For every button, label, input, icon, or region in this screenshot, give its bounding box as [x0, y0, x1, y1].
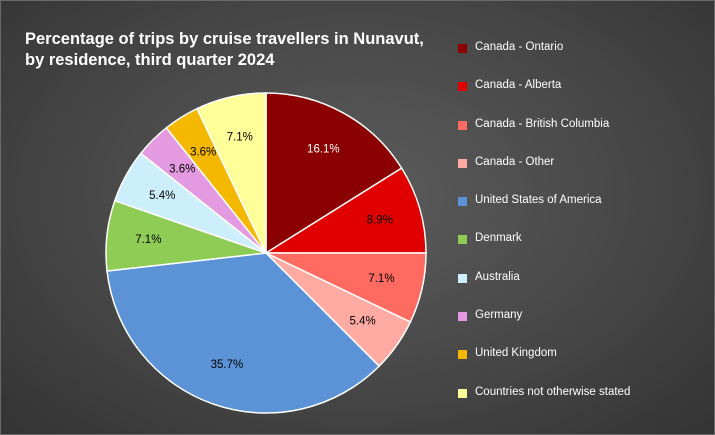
legend-label: Germany: [475, 309, 523, 322]
legend-swatch: [458, 388, 467, 398]
data-label-canada-alberta: 8.9%: [367, 214, 393, 226]
pie-slice-united-states-of-america: [106, 252, 381, 414]
legend-label: Australia: [475, 270, 520, 283]
legend-swatch: [458, 350, 467, 360]
legend-label: United Kingdom: [475, 347, 557, 360]
chart-legend: Canada - Ontario Canada - Alberta Canada -…: [458, 41, 630, 424]
pie-slice-countries-not-otherwise-stated: [195, 92, 267, 254]
legend-swatch: [458, 235, 467, 245]
legend-item-germany: Germany: [458, 309, 630, 347]
legend-label: Canada - Ontario: [475, 41, 564, 53]
legend-item-united-states-of-america: United States of America: [458, 194, 630, 232]
pie-slice-canada-alberta: [263, 167, 427, 254]
chart-title-line-1: Percentage of trips by cruise travellers…: [25, 30, 424, 48]
legend-item-denmark: Denmark: [458, 232, 630, 270]
legend-swatch: [458, 273, 467, 283]
data-label-canada-british-columbia: 7.1%: [368, 273, 394, 285]
data-label-canada-other: 5.4%: [350, 315, 376, 327]
legend-swatch: [458, 197, 467, 207]
legend-label: Countries not otherwise stated: [475, 385, 631, 398]
legend-item-united-kingdom: United Kingdom: [458, 347, 630, 385]
data-label-germany: 3.6%: [169, 163, 195, 175]
legend-item-canada-ontario: Canada - Ontario: [458, 41, 630, 79]
legend-swatch: [458, 44, 467, 53]
legend-item-australia: Australia: [458, 271, 630, 309]
legend-label: Canada - Other: [475, 155, 555, 168]
chart-title-line-2: by residence, third quarter 2024: [25, 51, 275, 69]
legend-label: Canada - Alberta: [475, 79, 562, 92]
data-label-united-states-of-america: 35.7%: [211, 359, 244, 371]
pie-slice-canada-ontario: [265, 92, 403, 255]
legend-item-canada-alberta: Canada - Alberta: [458, 79, 630, 117]
legend-item-canada-other: Canada - Other: [458, 156, 630, 194]
chart-title: Percentage of trips by cruise travellers…: [25, 29, 455, 71]
data-label-united-kingdom: 3.6%: [190, 147, 216, 159]
legend-swatch: [458, 120, 467, 130]
legend-item-canada-british-columbia: Canada - British Columbia: [458, 118, 630, 156]
data-label-countries-not-otherwise-stated: 7.1%: [227, 132, 253, 144]
data-label-denmark: 7.1%: [135, 234, 161, 246]
data-label-canada-ontario: 16.1%: [307, 143, 340, 155]
legend-label: United States of America: [475, 194, 602, 207]
legend-label: Canada - British Columbia: [475, 117, 610, 130]
data-label-australia: 5.4%: [149, 190, 175, 202]
legend-label: Denmark: [475, 232, 522, 245]
legend-item-countries-not-otherwise-stated: Countries not otherwise stated: [458, 386, 630, 424]
legend-swatch: [458, 312, 467, 322]
legend-swatch: [458, 82, 467, 92]
legend-swatch: [458, 158, 467, 168]
